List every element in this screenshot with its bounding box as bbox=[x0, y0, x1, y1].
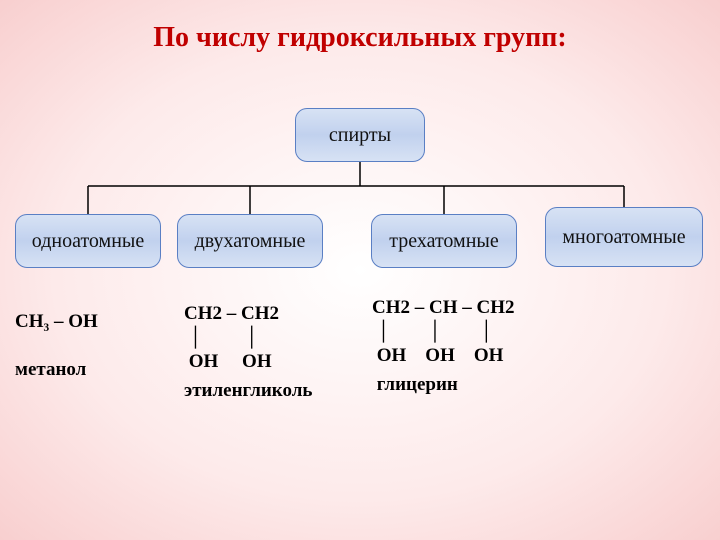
child-node-0: одноатомные bbox=[15, 214, 161, 268]
formula-line: CH₃ – OH bbox=[15, 310, 98, 334]
formula-name: этиленгликоль bbox=[184, 379, 312, 403]
formula-name: метанол bbox=[15, 358, 98, 382]
root-node-spirty: спирты bbox=[295, 108, 425, 162]
formula-line: OH OH bbox=[184, 350, 312, 374]
formula-line: CH2 – CH2 bbox=[184, 302, 312, 326]
formula-2: CH2 – CH – CH2 │ │ │ OH OH OH глицерин bbox=[372, 296, 515, 397]
child-node-label: одноатомные bbox=[32, 230, 144, 252]
formula-line: CH2 – CH – CH2 bbox=[372, 296, 515, 320]
connector-lines bbox=[0, 0, 720, 540]
root-node-label: спирты bbox=[329, 124, 391, 146]
page-title: По числу гидроксильных групп: bbox=[0, 0, 720, 54]
child-node-1: двухатомные bbox=[177, 214, 323, 268]
formula-line: │ │ bbox=[184, 326, 312, 350]
formula-0: CH₃ – OH метанол bbox=[15, 310, 98, 382]
child-node-3: многоатомные bbox=[545, 207, 703, 267]
formula-line: OH OH OH bbox=[372, 344, 515, 368]
child-node-label: двухатомные bbox=[195, 230, 306, 252]
formula-line: │ │ │ bbox=[372, 320, 515, 344]
formula-1: CH2 – CH2 │ │ OH OH этиленгликоль bbox=[184, 302, 312, 403]
child-node-2: трехатомные bbox=[371, 214, 517, 268]
child-node-label: трехатомные bbox=[389, 230, 498, 252]
formula-name: глицерин bbox=[372, 373, 515, 397]
child-node-label: многоатомные bbox=[562, 226, 685, 248]
